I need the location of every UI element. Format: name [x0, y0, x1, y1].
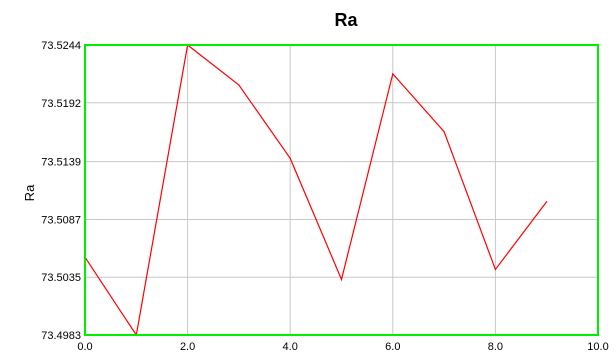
x-tick-label: 6.0: [385, 341, 400, 353]
data-point: [289, 157, 291, 159]
y-axis-label: Ra: [22, 184, 37, 201]
data-point: [392, 73, 394, 75]
plot-area-border: [84, 44, 599, 336]
y-tick-label: 73.5139: [41, 157, 81, 169]
x-axis-ticks: 0.0 2.0 4.0 6.0 8.0 10.0: [77, 341, 608, 353]
plot-frame: [84, 44, 599, 336]
chart-title: Ra: [334, 10, 358, 30]
data-point: [443, 131, 445, 133]
data-point: [238, 84, 240, 86]
y-axis-ticks: 73.4983 73.5035 73.5087 73.5139 73.5192 73.52…: [41, 40, 81, 342]
x-tick-label: 10.0: [587, 341, 608, 353]
x-tick-label: 4.0: [283, 341, 298, 353]
data-point: [546, 201, 548, 203]
series-layer: [84, 43, 548, 337]
x-tick-label: 2.0: [180, 341, 195, 353]
y-tick-label: 73.4983: [41, 330, 81, 342]
series-line: [84, 43, 548, 337]
x-tick-label: 8.0: [488, 341, 503, 353]
data-point: [494, 268, 496, 271]
x-tick-label: 0.0: [77, 341, 92, 353]
y-tick-label: 73.5192: [41, 98, 81, 110]
y-tick-label: 73.5087: [41, 214, 81, 226]
y-tick-label: 73.5244: [41, 40, 81, 52]
data-point: [340, 278, 343, 281]
y-tick-label: 73.5035: [41, 272, 81, 284]
